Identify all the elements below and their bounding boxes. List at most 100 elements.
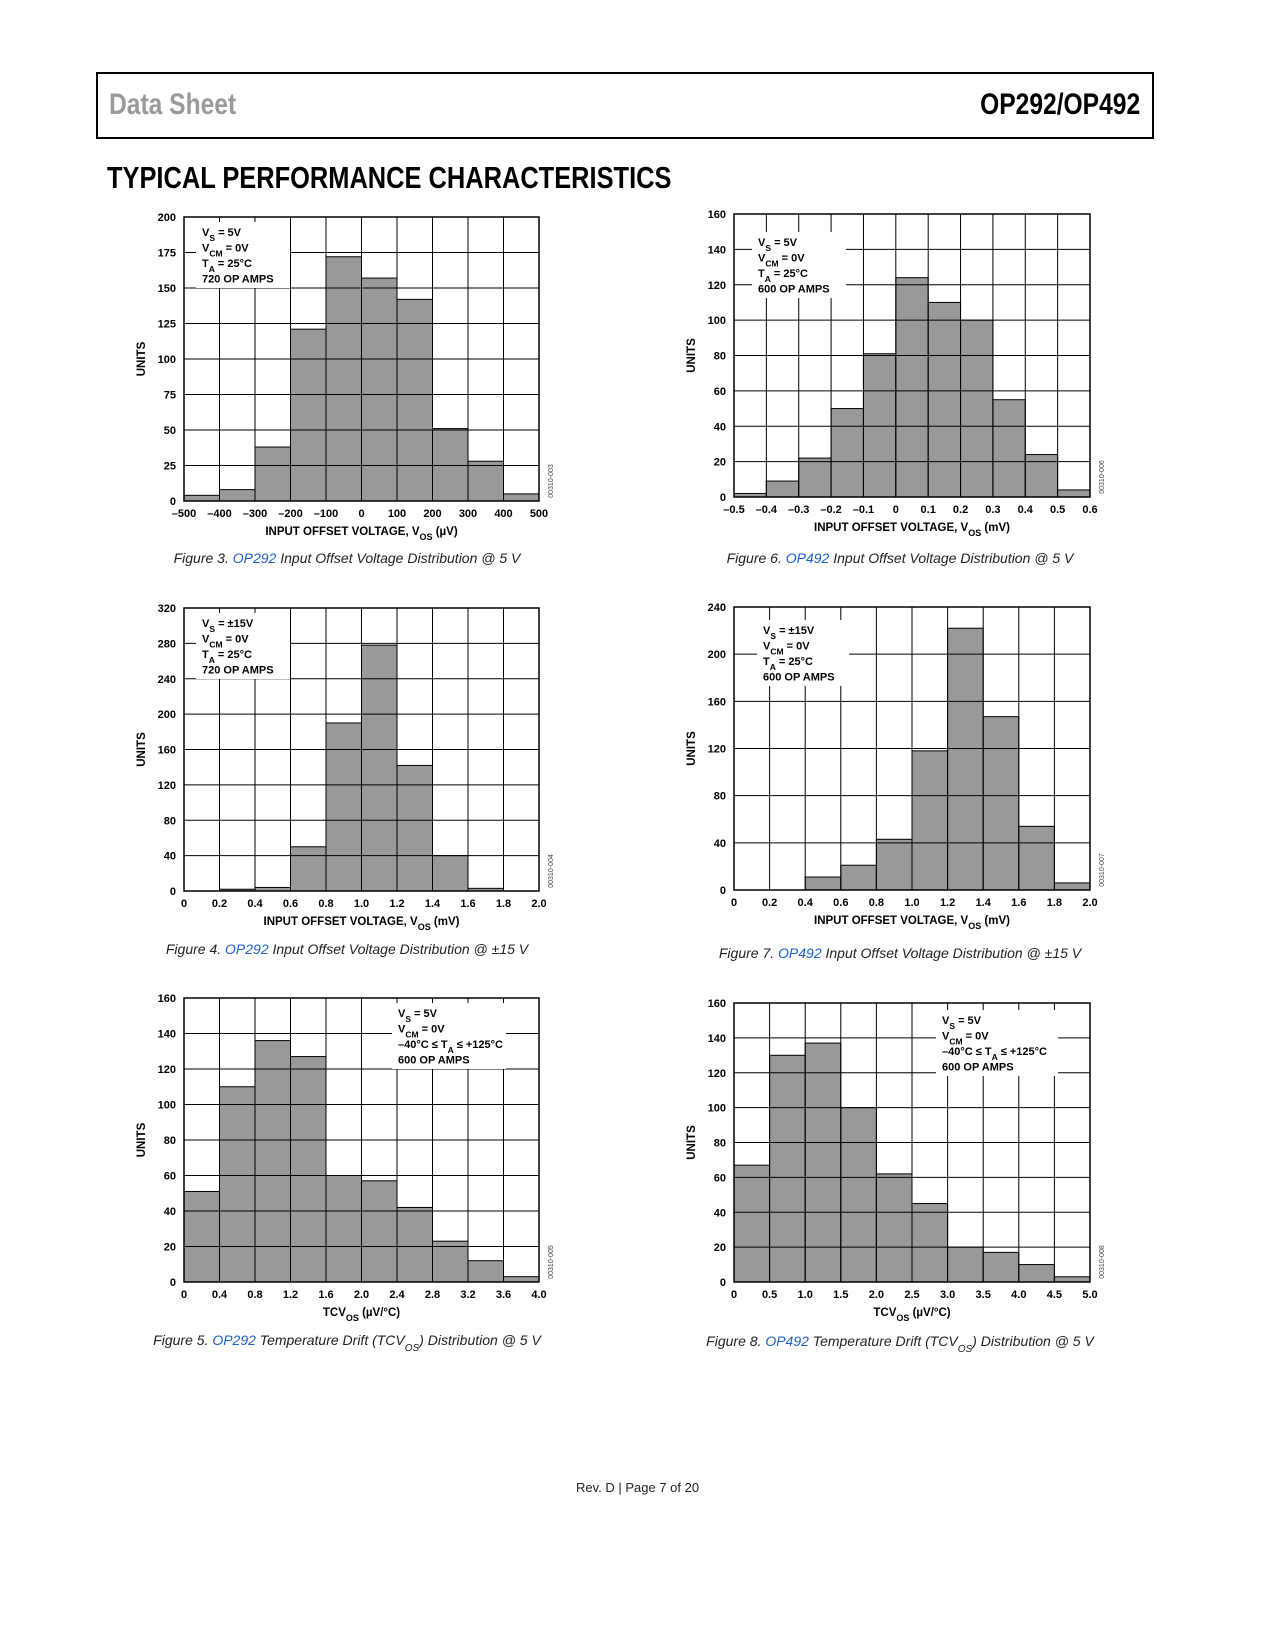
histogram-bar [947, 627, 984, 891]
y-tick-label: 25 [164, 461, 176, 473]
legend-line: VCM = 0V [942, 1031, 989, 1047]
y-tick-label: 80 [714, 1138, 726, 1150]
x-tick-label: 0.2 [212, 898, 227, 910]
x-tick-label: 4.0 [1011, 1289, 1026, 1301]
y-tick-label: 80 [164, 815, 176, 827]
part-link[interactable]: OP492 [765, 1333, 809, 1349]
y-tick-label: 20 [714, 457, 726, 469]
x-tick-label: 500 [530, 508, 548, 520]
histogram-bar [254, 1040, 291, 1283]
histogram-bar [804, 1042, 842, 1283]
x-tick-label: 2.5 [904, 1289, 919, 1301]
x-tick-label: 2.0 [531, 898, 546, 910]
y-tick-label: 140 [708, 1033, 726, 1045]
x-tick-label: 0.8 [869, 897, 884, 909]
y-tick-label: 60 [164, 1171, 176, 1183]
legend-line: VS = ±15V [202, 618, 254, 634]
x-tick-label: 1.6 [460, 898, 475, 910]
x-tick-label: 4.0 [531, 1289, 546, 1301]
legend-box [752, 232, 846, 298]
histogram-bar [361, 277, 398, 502]
histogram-bar [982, 1251, 1020, 1283]
histogram-bar [840, 1107, 877, 1283]
y-tick-label: 160 [158, 745, 176, 757]
x-tick-label: 1.0 [798, 1289, 813, 1301]
part-link[interactable]: OP292 [225, 941, 269, 957]
histogram-bar [875, 1173, 913, 1283]
plot-border [183, 607, 540, 892]
y-tick-label: 40 [714, 1207, 726, 1219]
histogram-bar [798, 457, 832, 498]
x-tick-label: 2.0 [1082, 897, 1097, 909]
histogram-bar [183, 494, 220, 502]
x-tick-label: 1.5 [833, 1289, 848, 1301]
histogram-bar [1053, 1276, 1091, 1283]
histogram-bar [947, 1246, 984, 1283]
figure-caption: Figure 5. OP292 Temperature Drift (TCVOS… [153, 1332, 542, 1354]
y-tick-label: 175 [158, 248, 176, 260]
y-tick-label: 100 [708, 1103, 726, 1115]
x-tick-label: –400 [207, 508, 231, 520]
x-tick-label: 0.6 [1082, 504, 1097, 516]
x-tick-label: 0.2 [953, 504, 968, 516]
histogram-bar [895, 277, 929, 498]
y-tick-label: 125 [158, 319, 176, 331]
y-tick-label: 280 [158, 638, 176, 650]
x-tick-label: –100 [314, 508, 338, 520]
x-axis-label: TCVOS (µV/°C) [873, 1307, 950, 1323]
y-tick-label: 60 [714, 386, 726, 398]
x-tick-label: 0.8 [318, 898, 333, 910]
y-tick-label: 200 [708, 649, 726, 661]
x-tick-label: –200 [278, 508, 302, 520]
x-tick-label: 0.8 [247, 1289, 262, 1301]
y-tick-label: 320 [158, 603, 176, 615]
histogram-bar [254, 446, 291, 502]
x-tick-label: –0.4 [756, 504, 778, 516]
part-link[interactable]: OP292 [212, 1332, 256, 1348]
figure-id: 00310-003 [548, 464, 555, 498]
part-link[interactable]: OP292 [233, 550, 277, 566]
histogram-bar [432, 855, 469, 892]
histogram-bar [982, 716, 1020, 891]
histogram-bar [325, 722, 362, 892]
histogram-bar [960, 319, 994, 498]
figure-caption: Figure 6. OP492 Input Offset Voltage Dis… [727, 550, 1075, 566]
y-tick-label: 120 [708, 1068, 726, 1080]
part-link[interactable]: OP492 [786, 550, 830, 566]
x-tick-label: 1.8 [1047, 897, 1062, 909]
histogram-bar [219, 1086, 256, 1283]
legend-line: TA = 25°C [758, 268, 808, 284]
figure-caption: Figure 3. OP292 Input Offset Voltage Dis… [174, 550, 522, 566]
y-tick-label: 40 [714, 421, 726, 433]
y-tick-label: 140 [708, 244, 726, 256]
x-tick-label: –0.2 [820, 504, 841, 516]
x-tick-label: 1.8 [496, 898, 511, 910]
histogram-bar [804, 876, 842, 891]
x-tick-label: 0 [731, 1289, 737, 1301]
x-tick-label: 0.2 [762, 897, 777, 909]
x-tick-label: –500 [172, 508, 196, 520]
legend-line: VCM = 0V [763, 641, 810, 657]
histogram-bar [1057, 489, 1091, 498]
legend-line: VCM = 0V [202, 634, 249, 650]
y-tick-label: 0 [170, 1277, 176, 1289]
plot-border [183, 216, 540, 502]
histogram-bar [219, 489, 256, 502]
y-tick-label: 80 [714, 351, 726, 363]
x-tick-label: 2.4 [389, 1289, 405, 1301]
x-tick-label: 0.4 [798, 897, 814, 909]
figure-id: 00310-006 [1099, 460, 1106, 494]
y-tick-label: 0 [720, 1277, 726, 1289]
y-tick-label: 60 [714, 1172, 726, 1184]
legend-line: VCM = 0V [202, 243, 249, 259]
y-tick-label: 100 [708, 315, 726, 327]
y-axis-label: UNITS [136, 732, 148, 767]
x-tick-label: 3.6 [496, 1289, 511, 1301]
plot-border [733, 1002, 1091, 1283]
y-tick-label: 80 [714, 791, 726, 803]
legend-box [936, 1010, 1058, 1076]
x-tick-label: 0.4 [1018, 504, 1034, 516]
y-tick-label: 240 [158, 674, 176, 686]
part-link[interactable]: OP492 [778, 945, 822, 961]
